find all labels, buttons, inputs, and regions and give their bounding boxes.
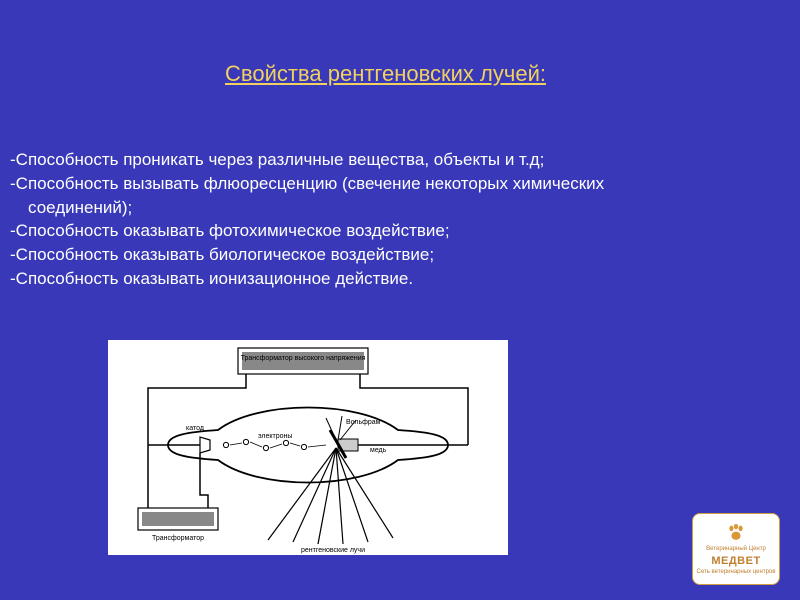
bullet-item: -Способность оказывать ионизационное дей… [10,267,790,291]
label-xray: рентгеновские лучи [301,547,365,554]
label-top-transformer: Трансформатор высокого напряжения [241,355,366,362]
bullet-item: -Способность оказывать фотохимическое во… [10,219,790,243]
label-cathode: катод [186,425,204,432]
bullet-list: -Способность проникать через различные в… [10,148,790,291]
label-electrons: электроны [258,433,292,440]
slide-title: Свойства рентгеновских лучей: [225,60,605,89]
logo-subtitle: Ветеринарный Центр [706,546,766,553]
bullet-item: -Способность проникать через различные в… [10,148,790,172]
label-copper: медь [370,447,387,454]
bullet-item: -Способность вызывать флюоресценцию (све… [10,172,790,196]
bullet-item: -Способность оказывать биологическое воз… [10,243,790,267]
bullet-item-cont: соединений); [10,196,790,220]
label-bottom-transformer: Трансформатор [152,535,204,542]
logo-brand: МЕДВЕТ [711,555,760,567]
xray-tube-diagram: Трансформатор высокого напряжения [108,340,508,555]
brand-logo: Ветеринарный Центр МЕДВЕТ Сеть ветеринар… [692,513,780,585]
label-tungsten: Вольфрам [346,419,381,426]
paw-icon [725,522,747,544]
logo-tagline: Сеть ветеринарных центров [697,569,776,576]
